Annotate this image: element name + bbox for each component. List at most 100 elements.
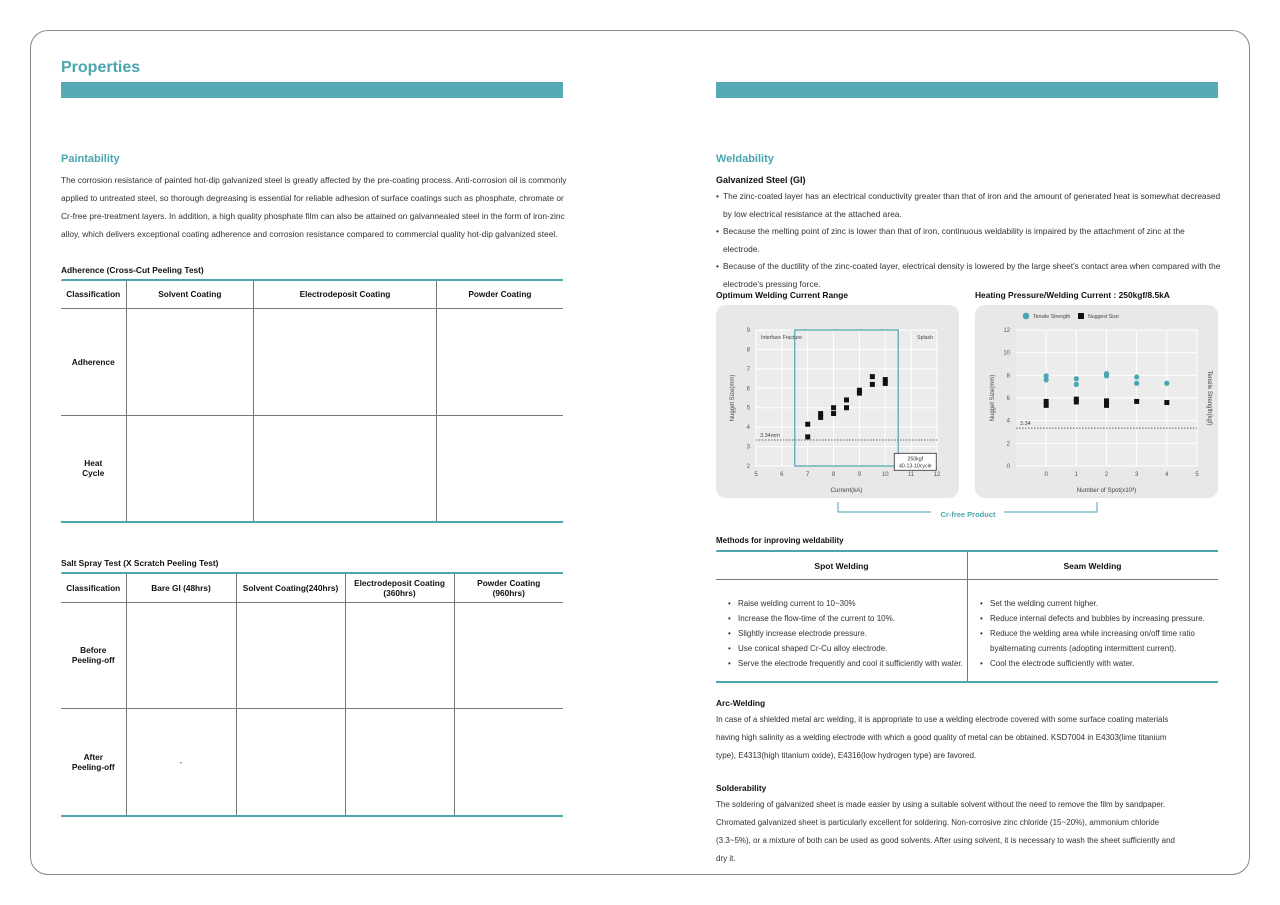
- y-tick-label: 4: [1007, 419, 1011, 425]
- legend-marker: [1022, 312, 1030, 320]
- y-tick-label: 9: [747, 328, 751, 334]
- legend-marker: [1078, 313, 1084, 319]
- x-tick-label: 0: [1044, 472, 1048, 478]
- data-point: [831, 411, 837, 417]
- methods-caption: Methods for inproving weldability: [716, 536, 844, 545]
- data-point: [1073, 381, 1079, 387]
- data-point: [1164, 400, 1170, 406]
- x-tick-label: 7: [806, 472, 810, 478]
- data-point: [882, 380, 888, 386]
- legend-label: Nuggest Size: [1088, 314, 1119, 320]
- x-tick-label: 2: [1105, 472, 1109, 478]
- y-tick-label: 3: [747, 445, 751, 451]
- y-tick-label: 6: [1007, 396, 1011, 402]
- col-header: Powder Coating: [435, 281, 563, 309]
- col-header: Classification: [61, 574, 127, 603]
- data-point: [1134, 380, 1140, 386]
- solderability-body: The soldering of galvanized sheet is mad…: [716, 800, 1175, 863]
- condition-box: [893, 452, 937, 471]
- data-point: [1073, 396, 1079, 402]
- y-tick-label: 5: [747, 406, 751, 412]
- condition-label: 250kgf: [908, 456, 924, 462]
- spot-welding-list: Raise welding current to 10~30% Increase…: [728, 596, 964, 671]
- data-point: [856, 387, 862, 393]
- reference-label: 3.34: [1020, 421, 1031, 427]
- weldability-bullets: • The zinc-coated layer has an electrical…: [716, 188, 1221, 293]
- col-header: Classification: [61, 281, 127, 309]
- data-point: [1043, 402, 1049, 408]
- data-point: [1104, 402, 1109, 408]
- x-axis-label: Current(kA): [831, 487, 863, 494]
- col-header: Solvent Coating: [125, 281, 255, 309]
- data-point: [882, 377, 888, 383]
- chart1-title: Optimum Welding Current Range: [716, 290, 848, 300]
- data-point: [1134, 398, 1140, 404]
- table-bottom-rule: [716, 681, 1218, 683]
- col-header: Electrodeposit Coating (360hrs): [344, 574, 455, 603]
- row-label: Before Peeling-off: [61, 601, 127, 709]
- page-frame: [30, 30, 1250, 875]
- data-point: [1104, 398, 1109, 404]
- y-tick-label: 8: [1007, 373, 1011, 379]
- column-divider: [967, 552, 968, 681]
- x-tick-label: 1: [1075, 472, 1079, 478]
- salt-spray-table: Classification Bare GI (48hrs) Solvent C…: [61, 574, 563, 816]
- data-point: [818, 414, 824, 420]
- y-tick-label: 2: [1007, 441, 1011, 447]
- chart2-panel: 0 1 2 3 4 5 0 2 4 6 8 10 12 Number of Spot(x10³) Nugge…: [975, 305, 1218, 498]
- arc-welding-body: In case of a shielded metal arc welding,…: [716, 715, 1169, 760]
- legend-label: Tensile Strength: [1033, 314, 1070, 320]
- list-item: Use conical shaped Cr-Cu alloy electrode…: [728, 641, 964, 656]
- spot-welding-header: Spot Welding: [716, 552, 967, 580]
- bullet-item: • Because of the ductility of the zinc-co…: [716, 261, 1221, 289]
- paintability-body: The corrosion resistance of painted hot-…: [61, 175, 567, 239]
- y-tick-label: 7: [747, 367, 751, 373]
- list-item: Raise welding current to 10~30%: [728, 596, 964, 611]
- seam-welding-header: Seam Welding: [967, 552, 1218, 580]
- row-label: Heat Cycle: [61, 414, 127, 522]
- x-tick-label: 3: [1135, 472, 1139, 478]
- welding-current-chart: 5 6 7 8 9 10 11 12 2 3 4 5 6 7 8 9 Current(kA) Nugget Siz…: [730, 328, 941, 494]
- x-tick-label: 9: [858, 472, 862, 478]
- row-label: After Peeling-off: [61, 707, 127, 816]
- bullet-item: • The zinc-coated layer has an electrical…: [716, 191, 1221, 219]
- x-tick-label: 5: [754, 472, 758, 478]
- table-bottom-rule: [61, 521, 563, 523]
- list-item: Cool the electrode sufficiently with wat…: [980, 656, 1216, 671]
- salt-spray-caption: Salt Spray Test (X Scratch Peeling Test): [61, 558, 219, 568]
- data-point: [1073, 399, 1079, 405]
- arc-welding-heading: Arc-Welding: [716, 698, 766, 708]
- header-bar-right: [716, 82, 1218, 98]
- list-item: Reduce the welding area while increasing…: [980, 626, 1216, 656]
- x-tick-label: 12: [934, 472, 941, 478]
- data-point: [869, 374, 875, 380]
- data-point: [1043, 373, 1049, 379]
- chart1-panel: 5 6 7 8 9 10 11 12 2 3 4 5 6 7 8 9 Current(kA) Nugget Siz…: [716, 305, 959, 498]
- y-tick-label: 0: [1007, 464, 1011, 470]
- data-point: [856, 390, 862, 396]
- page-title: Properties: [61, 59, 141, 76]
- data-point: [1134, 374, 1140, 380]
- data-point: [818, 411, 824, 417]
- y-tick-label: 12: [1003, 328, 1010, 334]
- gi-subheading: Galvanized Steel (GI): [716, 175, 806, 185]
- col-header: Bare GI (48hrs): [125, 574, 237, 603]
- data-point: [869, 381, 875, 387]
- y-tick-label: 2: [747, 464, 751, 470]
- data-point: [1073, 376, 1079, 382]
- y-tick-label: 6: [747, 386, 751, 392]
- data-point: [1043, 377, 1049, 383]
- adherence-caption: Adherence (Cross-Cut Peeling Test): [61, 265, 204, 275]
- solderability-heading: Solderability: [716, 783, 767, 793]
- methods-table: Spot Welding Seam Welding Raise welding …: [716, 552, 1218, 681]
- data-point: [1103, 373, 1110, 379]
- data-point: [805, 434, 811, 440]
- x-tick-label: 6: [780, 472, 784, 478]
- x-axis-label: Number of Spot(x10³): [1077, 487, 1137, 494]
- table-bottom-rule: [61, 815, 563, 817]
- col-header: Electrodeposit Coating: [253, 281, 437, 309]
- x-tick-label: 4: [1165, 472, 1169, 478]
- cr-free-label: Cr-free Product: [940, 510, 996, 519]
- splash-label: Splash: [917, 335, 933, 341]
